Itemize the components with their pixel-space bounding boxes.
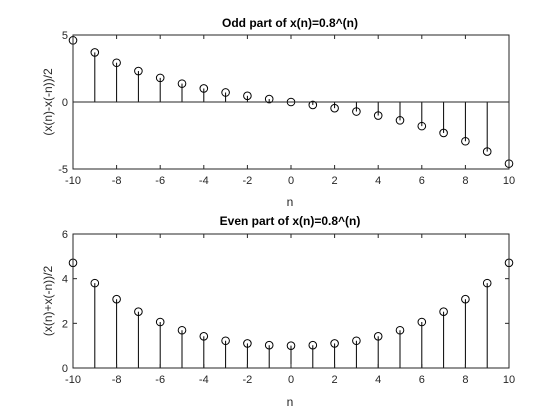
even-stem-marker <box>373 331 383 341</box>
odd-xtick-label: 4 <box>375 175 381 187</box>
odd-part-xlabel: n <box>287 195 294 209</box>
even-stem-marker <box>264 340 274 350</box>
even-xtick-label: 10 <box>503 374 515 386</box>
even-stem-marker <box>90 278 100 288</box>
even-stem-marker <box>199 331 209 341</box>
even-stem-marker <box>439 307 448 317</box>
even-ytick-label: 6 <box>62 229 68 241</box>
even-stem-marker <box>417 317 427 327</box>
even-stem-marker <box>221 336 230 346</box>
even-stem-marker <box>177 325 187 335</box>
odd-xtick-label: 8 <box>462 175 468 187</box>
odd-stem-marker <box>155 73 165 83</box>
even-stem-marker <box>243 339 252 348</box>
odd-xtick-label: -4 <box>199 175 209 187</box>
even-stem-marker <box>395 325 405 335</box>
even-part-ticks: -10 -8 -6 -4 -2 0 2 4 6 8 10 0 2 4 6 <box>62 229 515 386</box>
even-part-stems <box>68 258 514 368</box>
odd-part-title: Odd part of x(n)=0.8^(n) <box>222 16 358 30</box>
odd-xtick-label: -6 <box>155 175 165 187</box>
even-xtick-label: 0 <box>288 374 294 386</box>
even-xtick-label: 8 <box>462 374 468 386</box>
odd-stem-marker <box>90 48 100 57</box>
even-ytick-label: 0 <box>62 363 68 375</box>
odd-xtick-label: 2 <box>332 175 338 187</box>
odd-stem-marker <box>221 88 230 97</box>
even-ytick-label: 2 <box>62 318 68 330</box>
even-part-subplot: Even part of x(n)=0.8^(n) -10 -8 -6 -4 -2 0 2 4… <box>41 214 515 409</box>
even-stem-marker <box>286 341 296 350</box>
odd-stem-marker <box>417 121 427 131</box>
odd-xtick-label: 10 <box>503 175 515 187</box>
odd-stem-marker <box>199 84 209 93</box>
odd-stem-marker <box>177 79 187 88</box>
odd-stem-marker <box>330 103 339 113</box>
odd-stem-marker <box>308 100 318 110</box>
even-xtick-label: -8 <box>112 374 122 386</box>
odd-xtick-label: -2 <box>243 175 253 187</box>
even-stem-marker <box>134 307 143 317</box>
odd-ytick-label: 0 <box>62 97 68 109</box>
even-stem-marker <box>482 278 492 288</box>
odd-stem-marker <box>352 107 361 116</box>
odd-part-ticks: -10 -8 -6 -4 -2 0 2 4 6 8 10 -5 0 5 <box>58 30 515 187</box>
even-xtick-label: 4 <box>375 374 381 386</box>
odd-part-subplot: Odd part of x(n)=0.8^(n) -10 -8 -6 -4 -2 0 2 4 6… <box>41 16 515 209</box>
even-stem-marker <box>352 336 361 346</box>
even-stem-marker <box>155 317 165 327</box>
even-xtick-label: -4 <box>199 374 209 386</box>
odd-xtick-label: -10 <box>65 175 81 187</box>
even-xtick-label: 6 <box>419 374 425 386</box>
odd-xtick-label: 6 <box>419 175 425 187</box>
odd-stem-marker <box>373 111 383 120</box>
odd-part-ylabel: (x(n)-x(-n))/2 <box>41 68 55 136</box>
even-stem-marker <box>112 294 121 304</box>
odd-stem-marker <box>395 116 405 125</box>
odd-part-stems <box>68 36 514 168</box>
even-stem-marker <box>308 340 318 350</box>
odd-ytick-label: -5 <box>58 164 68 176</box>
odd-stem-marker <box>243 91 252 101</box>
odd-stem-marker <box>134 66 143 76</box>
odd-stem-marker <box>264 94 274 104</box>
odd-ytick-label: 5 <box>62 30 68 42</box>
even-stem-marker <box>461 294 470 304</box>
odd-stem-marker <box>112 58 121 68</box>
odd-xtick-label: 0 <box>288 175 294 187</box>
odd-stem-marker <box>439 128 448 138</box>
even-stem-marker <box>330 339 339 348</box>
odd-stem-marker <box>482 147 492 156</box>
even-xtick-label: -10 <box>65 374 81 386</box>
odd-xtick-label: -8 <box>112 175 122 187</box>
even-part-xlabel: n <box>287 395 294 409</box>
even-xtick-label: -2 <box>243 374 253 386</box>
even-part-ylabel: (x(n)+x(-n))/2 <box>41 266 55 337</box>
even-xtick-label: -6 <box>155 374 165 386</box>
odd-stem-marker <box>461 136 470 146</box>
even-xtick-label: 2 <box>332 374 338 386</box>
even-ytick-label: 4 <box>62 274 68 286</box>
even-part-title: Even part of x(n)=0.8^(n) <box>220 214 361 228</box>
